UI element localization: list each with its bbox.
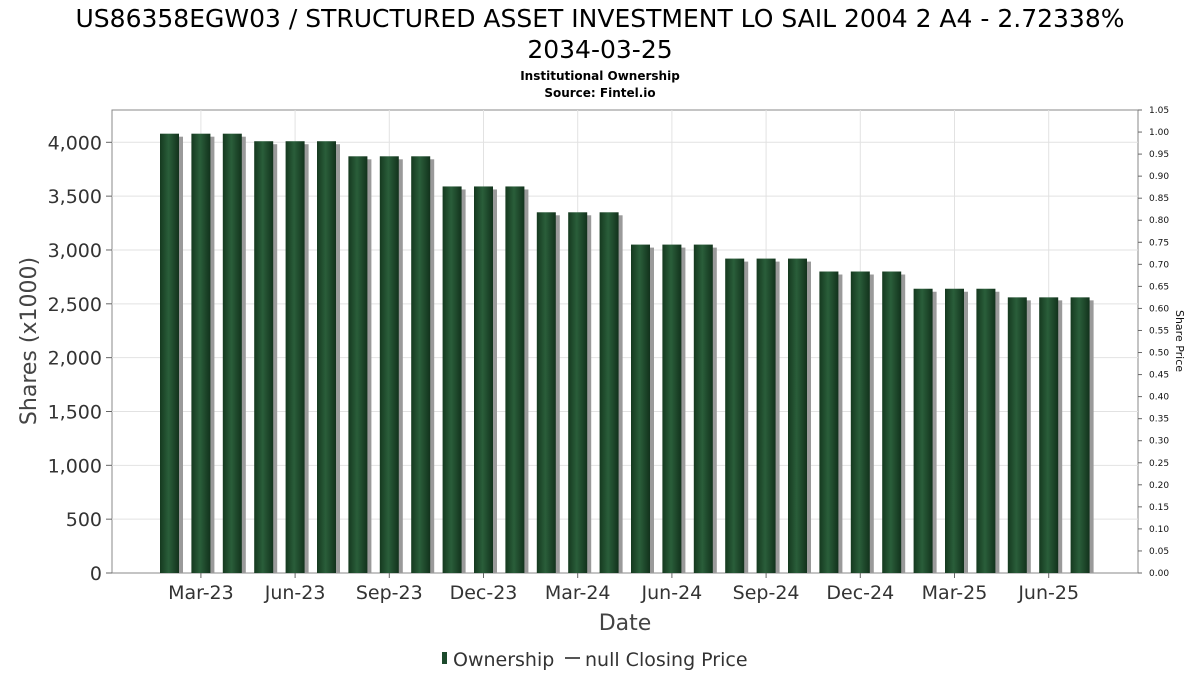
- y-tick-label: 1,000: [48, 455, 102, 477]
- y-right-tick-label: 0.40: [1149, 393, 1169, 403]
- ownership-bar: [474, 186, 493, 573]
- ownership-bar: [725, 258, 745, 573]
- y-tick-label: 500: [66, 509, 102, 531]
- ownership-bar: [662, 244, 682, 573]
- ownership-bar: [160, 133, 179, 574]
- x-tick-label: Mar-24: [545, 582, 611, 604]
- ownership-bar: [788, 258, 807, 573]
- y-right-tick-label: 0.85: [1149, 194, 1169, 204]
- y-right-tick-label: 0.60: [1149, 304, 1169, 314]
- x-tick-label: Dec-23: [450, 582, 518, 604]
- ownership-bar: [411, 156, 431, 574]
- ownership-bar: [756, 258, 776, 573]
- ownership-bar: [568, 212, 588, 573]
- x-tick-label: Jun-25: [1017, 582, 1079, 604]
- ownership-bar: [536, 212, 556, 573]
- y-right-tick-label: 0.65: [1149, 282, 1169, 292]
- y-right-tick-label: 0.25: [1149, 459, 1169, 469]
- x-tick-label: Jun-24: [641, 582, 703, 604]
- ownership-bar: [945, 288, 964, 573]
- chart-subtitle: Institutional Ownership: [520, 69, 680, 83]
- ownership-bar: [191, 133, 211, 574]
- y-right-tick-label: 0.90: [1149, 172, 1169, 182]
- y-right-tick-label: 0.80: [1149, 216, 1169, 226]
- chart-source: Source: Fintel.io: [544, 86, 655, 100]
- x-tick-label: Jun-23: [264, 582, 326, 604]
- ownership-bar: [599, 212, 619, 573]
- bars: [160, 133, 1094, 574]
- y-right-tick-label: 0.10: [1149, 525, 1169, 535]
- x-tick-label: Dec-24: [826, 582, 894, 604]
- ownership-bar: [819, 271, 839, 573]
- legend-ownership-label: Ownership: [453, 649, 554, 671]
- ownership-bar: [1039, 297, 1059, 573]
- x-tick-label: Sep-23: [356, 582, 423, 604]
- y-axis-label: Shares (x1000): [17, 257, 42, 425]
- ownership-bar: [1007, 297, 1027, 573]
- ownership-bar: [693, 244, 713, 573]
- y-right-tick-label: 0.55: [1149, 326, 1169, 336]
- y-right-tick-label: 0.00: [1149, 569, 1169, 579]
- y-tick-label: 1,500: [48, 401, 102, 423]
- x-tick-label: Mar-25: [922, 582, 988, 604]
- ownership-bar: [631, 244, 650, 573]
- y-axis-right-label: Share Price: [1173, 310, 1186, 372]
- x-tick-label: Sep-24: [733, 582, 800, 604]
- y-right-tick-label: 0.45: [1149, 371, 1169, 381]
- y-right-tick-label: 0.35: [1149, 415, 1169, 425]
- x-tick-label: Mar-23: [168, 582, 234, 604]
- legend-price-label: null Closing Price: [585, 649, 748, 671]
- y-right-tick-label: 0.05: [1149, 547, 1169, 557]
- chart-title: US86358EGW03 / STRUCTURED ASSET INVESTME…: [76, 4, 1125, 33]
- y-right-tick-label: 0.75: [1149, 238, 1169, 248]
- ownership-bar: [1070, 297, 1090, 573]
- ownership-bar: [442, 186, 462, 573]
- ownership-bar: [913, 288, 933, 573]
- legend-ownership-swatch: [442, 652, 447, 664]
- y-tick-label: 4,000: [48, 132, 102, 154]
- ownership-bar: [976, 288, 996, 573]
- y-right-tick-label: 0.30: [1149, 437, 1169, 447]
- ownership-bar: [882, 271, 902, 573]
- y-right-tick-label: 0.95: [1149, 150, 1169, 160]
- ownership-bar: [379, 156, 399, 574]
- y-right-tick-label: 0.20: [1149, 481, 1169, 491]
- y-axis-right: 0.00 0.05 0.10 0.15 0.20 0.25 0.30 0.35 0.40 0.45…: [1138, 106, 1169, 579]
- ownership-bar: [348, 156, 368, 574]
- y-right-tick-label: 0.70: [1149, 260, 1169, 270]
- ownership-bar: [317, 141, 336, 573]
- y-right-tick-label: 1.00: [1149, 128, 1169, 138]
- y-right-tick-label: 1.05: [1149, 106, 1169, 116]
- ownership-bar: [285, 141, 305, 573]
- y-tick-label: 2,000: [48, 348, 102, 370]
- y-right-tick-label: 0.50: [1149, 349, 1169, 359]
- ownership-bar: [850, 271, 870, 573]
- y-tick-label: 3,500: [48, 186, 102, 208]
- legend: Ownership null Closing Price: [442, 649, 748, 671]
- ownership-bar: [222, 133, 242, 574]
- ownership-bar: [254, 141, 274, 573]
- y-tick-label: 2,500: [48, 294, 102, 316]
- x-axis-label: Date: [599, 611, 652, 636]
- y-right-tick-label: 0.15: [1149, 503, 1169, 513]
- x-axis: Mar-23 Jun-23 Sep-23 Dec-23 Mar-24 Jun-24 Sep-…: [168, 573, 1079, 604]
- y-tick-label: 0: [90, 563, 102, 585]
- chart-title-line2: 2034-03-25: [527, 35, 672, 64]
- y-axis-left: 0 500 1,000 1,500 2,000 2,500 3,000 3,500 4,000: [48, 132, 112, 585]
- y-tick-label: 3,000: [48, 240, 102, 262]
- ownership-bar: [505, 186, 525, 573]
